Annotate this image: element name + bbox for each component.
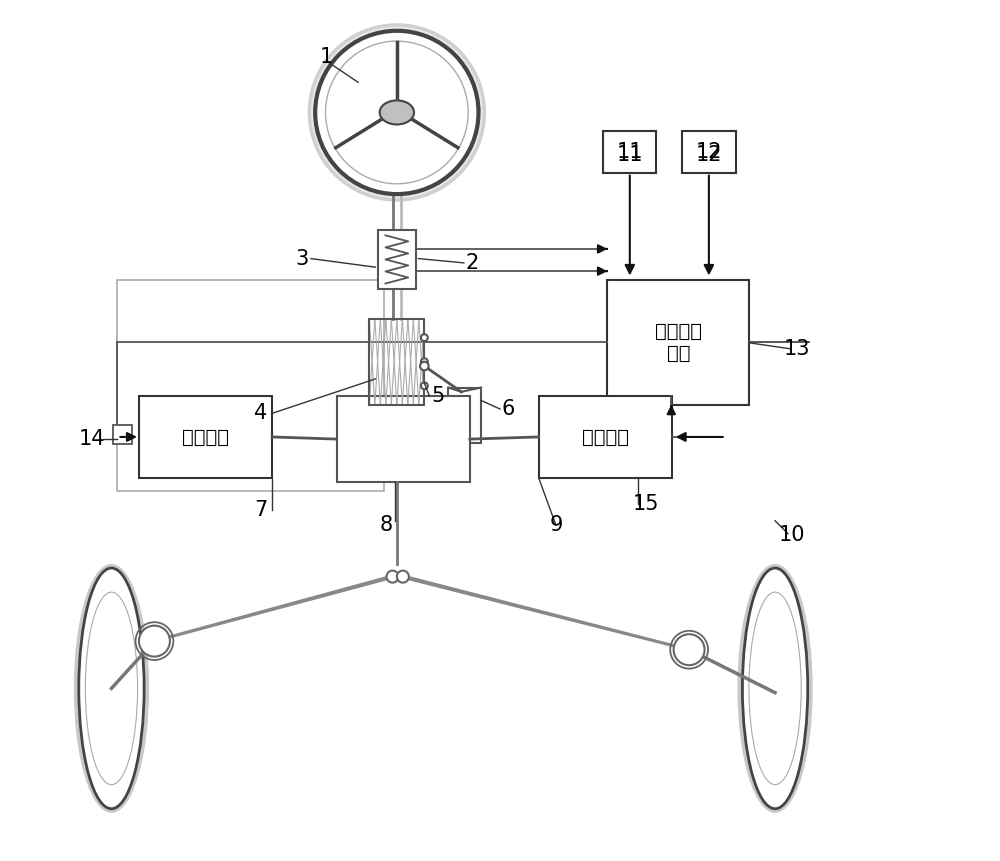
Circle shape [387,571,399,583]
Circle shape [421,358,428,365]
Bar [113,425,132,443]
Ellipse shape [79,568,144,808]
Bar [539,396,672,478]
Text: 12: 12 [696,142,722,162]
Bar [607,280,749,405]
Circle shape [312,28,482,197]
Bar [448,387,481,443]
Circle shape [420,362,429,370]
Circle shape [674,635,705,666]
Text: 9: 9 [549,515,563,535]
Circle shape [421,382,428,389]
Text: 11: 11 [617,146,643,165]
Bar [682,132,736,172]
Circle shape [139,626,170,657]
Text: 7: 7 [254,500,268,520]
Text: 3: 3 [296,249,309,269]
Text: 8: 8 [380,515,393,535]
Text: 11: 11 [617,142,643,162]
Text: 1: 1 [320,46,333,66]
Text: 13: 13 [783,339,810,359]
Bar [603,132,656,172]
Ellipse shape [380,101,414,125]
Text: 助力电机: 助力电机 [182,427,229,447]
Circle shape [421,334,428,341]
Ellipse shape [738,565,812,812]
Text: 4: 4 [254,403,268,424]
Text: 15: 15 [633,493,659,513]
Bar [369,319,424,405]
Circle shape [315,31,479,194]
Text: 6: 6 [502,399,515,419]
Ellipse shape [74,565,148,812]
Text: 10: 10 [779,525,806,545]
Bar [378,230,416,288]
Text: 12: 12 [696,146,722,165]
Bar [139,396,272,478]
Bar [117,280,384,491]
Ellipse shape [742,568,808,808]
Text: 助力电机: 助力电机 [582,427,629,447]
Circle shape [308,24,485,201]
Circle shape [397,571,409,583]
Bar [337,396,470,482]
Text: 电子控制
单元: 电子控制 单元 [655,322,702,362]
Text: 5: 5 [431,386,445,406]
Text: 14: 14 [78,429,105,449]
Text: 2: 2 [466,253,479,273]
